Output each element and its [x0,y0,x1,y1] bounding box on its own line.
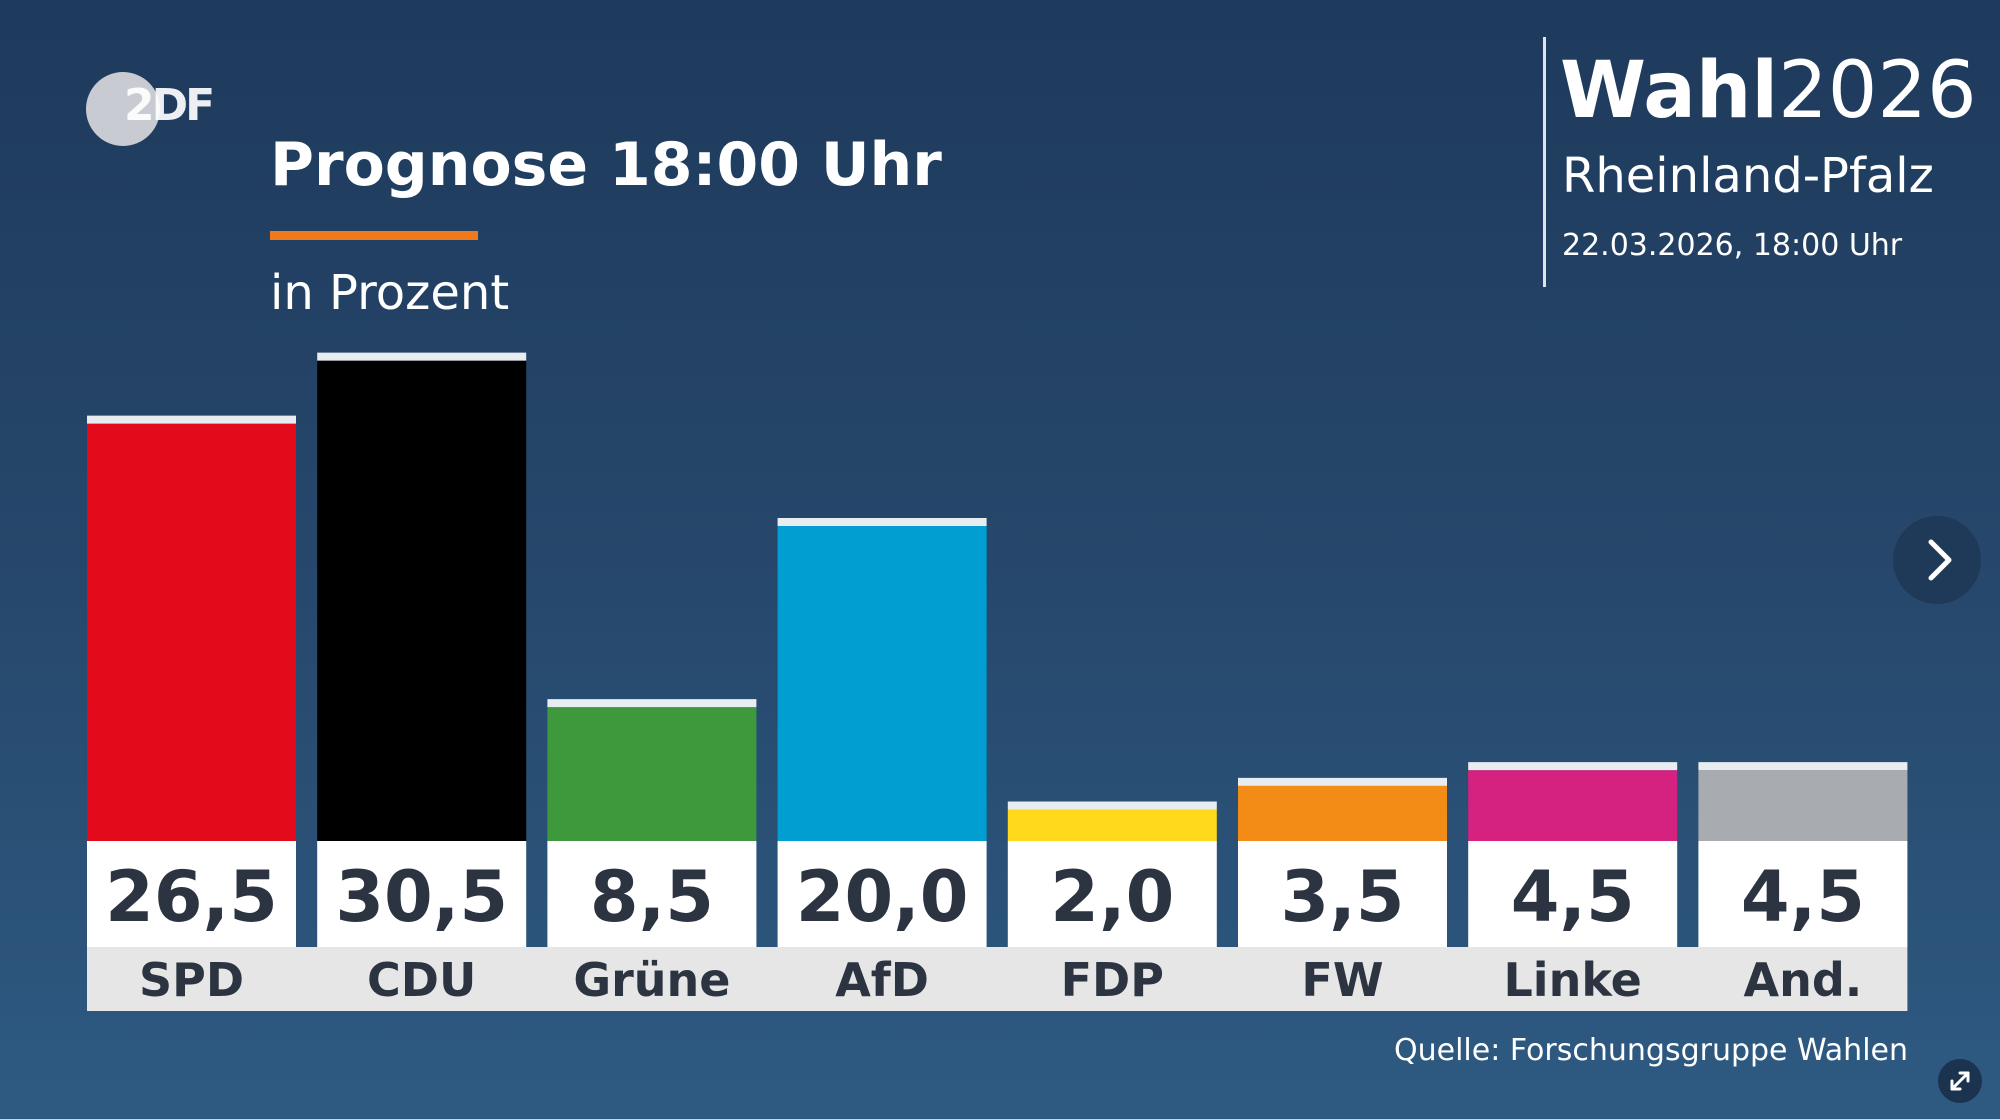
chart-title: Prognose 18:00 Uhr [270,130,942,200]
next-button[interactable] [1893,516,1981,604]
source-note: Quelle: Forschungsgruppe Wahlen [1394,1033,1908,1068]
category-label-CDU: CDU [367,953,476,1007]
category-label-SPD: SPD [139,953,244,1007]
category-band [87,947,1908,1011]
expand-icon [1950,1071,1970,1091]
election-year: 2026 [1778,46,1977,136]
chevron-right-icon [1928,539,1952,581]
chart-subtitle: in Prozent [270,265,510,321]
category-label-And.: And. [1744,953,1863,1007]
value-box-SPD [87,841,296,947]
value-box-Grüne [547,841,757,947]
data-label-FW: 3,5 [1280,856,1404,938]
zdf-logo: 2DF [86,72,216,148]
data-label-CDU: 30,5 [335,856,508,938]
bar-cap-FDP [1007,801,1217,810]
header-divider [1543,37,1546,287]
data-label-AfD: 20,0 [796,856,969,938]
data-label-SPD: 26,5 [105,856,278,938]
election-brand: Wahl2026 [1560,52,1977,130]
bar-FW [1238,785,1447,841]
bar-cap-And. [1698,762,1908,771]
bar-cap-SPD [87,415,296,424]
bar-cap-FW [1238,777,1447,786]
bar-CDU [317,360,527,841]
data-label-Linke: 4,5 [1511,856,1635,938]
value-box-Linke [1468,841,1678,947]
category-label-Linke: Linke [1504,953,1642,1007]
election-region: Rheinland-Pfalz [1562,148,1934,204]
category-label-AfD: AfD [835,953,929,1007]
data-label-Grüne: 8,5 [590,856,714,938]
zdf-logo-disc [86,72,160,146]
value-box-CDU [317,841,527,947]
zdf-logo-text: 2DF [124,80,215,131]
bar-cap-CDU [317,352,527,361]
category-label-FDP: FDP [1061,953,1164,1007]
expand-button[interactable] [1938,1059,1982,1103]
bar-cap-AfD [777,518,987,526]
bar-cap-Linke [1468,762,1678,771]
data-label-And.: 4,5 [1741,856,1865,938]
bar-FDP [1007,809,1217,841]
data-label-FDP: 2,0 [1050,856,1174,938]
bar-AfD [777,526,987,841]
bar-And. [1698,770,1908,841]
value-box-FW [1238,841,1447,947]
election-date: 22.03.2026, 18:00 Uhr [1562,228,1903,263]
bar-SPD [87,423,296,841]
wahl-word: Wahl [1560,46,1779,136]
category-label-Grüne: Grüne [573,953,730,1007]
title-underline [270,231,478,240]
bar-cap-Grüne [547,699,757,708]
bar-Grüne [547,707,757,841]
bar-Linke [1468,770,1678,841]
value-box-AfD [777,841,987,947]
value-box-And. [1698,841,1908,947]
value-box-FDP [1007,841,1217,947]
category-label-FW: FW [1301,953,1383,1007]
